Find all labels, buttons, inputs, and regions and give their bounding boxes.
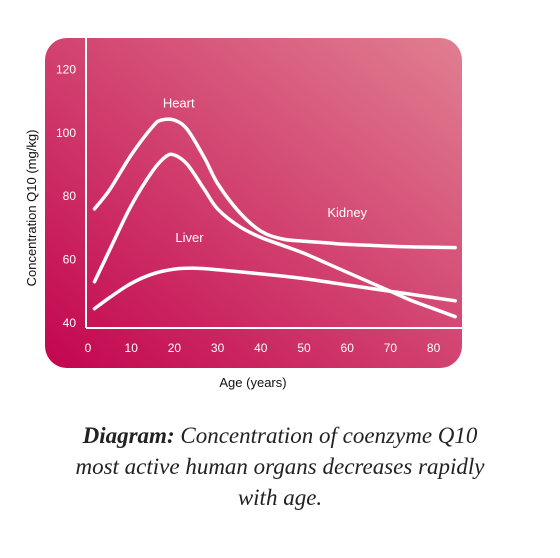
y-tick-label: 80 bbox=[63, 189, 77, 203]
x-tick-label: 70 bbox=[384, 341, 398, 355]
x-tick-label: 30 bbox=[211, 341, 225, 355]
series-label-kidney: Kidney bbox=[327, 205, 367, 220]
x-tick-label: 80 bbox=[427, 341, 441, 355]
caption-text: Concentration of coenzyme Q10 most activ… bbox=[75, 423, 485, 510]
y-axis-title: Concentration Q10 (mg/kg) bbox=[24, 130, 39, 287]
series-line-heart bbox=[92, 117, 457, 250]
x-tick-label: 50 bbox=[297, 341, 311, 355]
x-tick-label: 20 bbox=[168, 341, 182, 355]
caption-label: Diagram: bbox=[82, 423, 175, 448]
series-line-liver bbox=[92, 266, 457, 311]
y-tick-label: 40 bbox=[63, 316, 77, 330]
x-tick-label: 0 bbox=[85, 341, 92, 355]
caption: Diagram: Concentration of coenzyme Q10 m… bbox=[60, 420, 500, 513]
y-tick-label: 100 bbox=[56, 126, 76, 140]
x-tick-label: 10 bbox=[125, 341, 139, 355]
x-tick-label: 40 bbox=[254, 341, 268, 355]
x-axis-title: Age (years) bbox=[219, 375, 286, 390]
series-label-liver: Liver bbox=[175, 230, 204, 245]
y-tick-label: 60 bbox=[63, 253, 77, 267]
plot-background bbox=[45, 38, 462, 368]
y-tick-label: 120 bbox=[56, 62, 76, 76]
series-label-heart: Heart bbox=[163, 95, 195, 110]
x-tick-label: 60 bbox=[341, 341, 355, 355]
